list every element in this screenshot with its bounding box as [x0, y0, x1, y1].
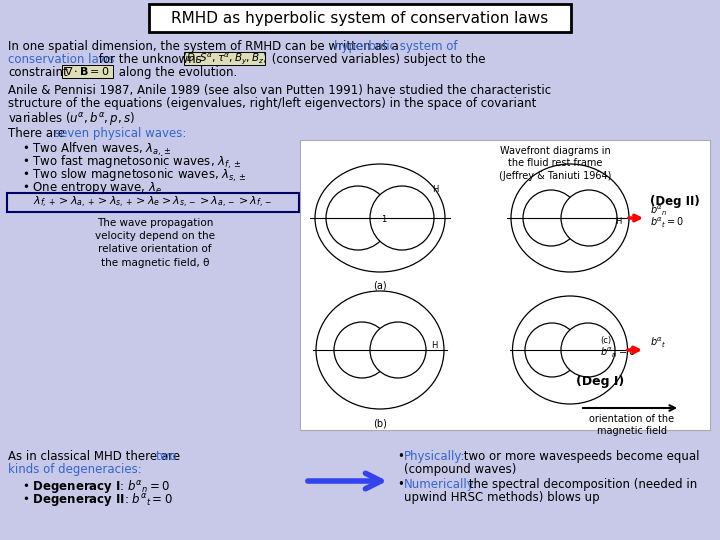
Text: • Two slow magnetosonic waves, $\lambda_{s,\pm}$: • Two slow magnetosonic waves, $\lambda_… [22, 167, 247, 184]
Text: • Two fast magnetosonic waves, $\lambda_{f,\pm}$: • Two fast magnetosonic waves, $\lambda_… [22, 154, 241, 171]
Text: conservation laws: conservation laws [8, 53, 114, 66]
Text: • Two Alfven waves, $\lambda_{a,\pm}$: • Two Alfven waves, $\lambda_{a,\pm}$ [22, 141, 171, 158]
Text: constraint: constraint [8, 66, 68, 79]
Text: two: two [156, 450, 177, 463]
Text: RMHD as hyperbolic system of conservation laws: RMHD as hyperbolic system of conservatio… [171, 10, 549, 25]
Circle shape [525, 323, 579, 377]
Text: kinds of degeneracies:: kinds of degeneracies: [8, 463, 142, 476]
Text: As in classical MHD there are: As in classical MHD there are [8, 450, 184, 463]
Text: seven physical waves:: seven physical waves: [54, 127, 186, 140]
FancyBboxPatch shape [61, 64, 112, 78]
Text: There are: There are [8, 127, 68, 140]
Text: $b^\alpha{}_n$: $b^\alpha{}_n$ [650, 204, 667, 218]
Text: H: H [432, 186, 438, 194]
FancyBboxPatch shape [184, 51, 265, 64]
Ellipse shape [511, 164, 629, 272]
Text: structure of the equations (eigenvalues, right/left eigenvectors) in the space o: structure of the equations (eigenvalues,… [8, 97, 536, 110]
Text: •: • [398, 450, 409, 463]
Text: $b^\alpha{}_n = 0$: $b^\alpha{}_n = 0$ [600, 346, 636, 360]
Text: the spectral decomposition (needed in: the spectral decomposition (needed in [465, 478, 698, 491]
Text: orientation of the
magnetic field: orientation of the magnetic field [590, 414, 675, 436]
Text: Wavefront diagrams in
the fluid rest frame
(Jeffrey & Taniuti 1964): Wavefront diagrams in the fluid rest fra… [499, 146, 611, 181]
Ellipse shape [316, 291, 444, 409]
Text: $\lambda_{f,+} > \lambda_{a,+} > \lambda_{s,+} > \lambda_e > \lambda_{s,-} > \la: $\lambda_{f,+} > \lambda_{a,+} > \lambda… [33, 195, 273, 210]
Text: In one spatial dimension, the system of RMHD can be written as a: In one spatial dimension, the system of … [8, 40, 402, 53]
Circle shape [334, 322, 390, 378]
Text: $(D, S^\alpha, \tau^\alpha, B_y, B_z)$: $(D, S^\alpha, \tau^\alpha, B_y, B_z)$ [181, 51, 267, 66]
Circle shape [523, 190, 579, 246]
Text: • $\mathbf{Degeneracy\ I}$: $b^\alpha{}_n = 0$: • $\mathbf{Degeneracy\ I}$: $b^\alpha{}_… [22, 478, 171, 495]
Text: $b^\alpha{}_t$: $b^\alpha{}_t$ [650, 336, 667, 350]
Text: hyperbolic system of: hyperbolic system of [334, 40, 458, 53]
Text: $\nabla \cdot \mathbf{B} = 0$: $\nabla \cdot \mathbf{B} = 0$ [64, 65, 110, 77]
Text: $b^\alpha{}_t = 0$: $b^\alpha{}_t = 0$ [650, 216, 684, 230]
Text: Physically:: Physically: [404, 450, 466, 463]
Text: • $\mathbf{Degeneracy\ II}$: $b^\alpha{}_t = 0$: • $\mathbf{Degeneracy\ II}$: $b^\alpha{}… [22, 491, 173, 508]
Text: two or more wavespeeds become equal: two or more wavespeeds become equal [460, 450, 700, 463]
Text: H: H [431, 341, 437, 349]
Bar [300, 140, 710, 430]
Text: •: • [398, 478, 409, 491]
FancyBboxPatch shape [7, 193, 299, 212]
Text: (Deg I): (Deg I) [576, 375, 624, 388]
Circle shape [370, 186, 434, 250]
Ellipse shape [315, 164, 445, 272]
Circle shape [326, 186, 390, 250]
FancyArrowPatch shape [307, 473, 381, 489]
Circle shape [561, 323, 615, 377]
Text: 1: 1 [382, 215, 387, 225]
Text: (conserved variables) subject to the: (conserved variables) subject to the [269, 53, 486, 66]
Text: H: H [615, 217, 621, 226]
Text: (Deg II): (Deg II) [650, 194, 700, 207]
Text: (compound waves): (compound waves) [404, 463, 516, 476]
Text: upwind HRSC methods) blows up: upwind HRSC methods) blows up [404, 491, 600, 504]
Text: along the evolution.: along the evolution. [115, 66, 238, 79]
FancyBboxPatch shape [149, 4, 571, 32]
Circle shape [370, 322, 426, 378]
Ellipse shape [513, 296, 628, 404]
Text: • One entropy wave, $\lambda_e$: • One entropy wave, $\lambda_e$ [22, 180, 162, 196]
Text: (c): (c) [600, 335, 611, 345]
Text: Numerically:: Numerically: [404, 478, 478, 491]
Text: The wave propagation
velocity depend on the
relative orientation of
the magnetic: The wave propagation velocity depend on … [95, 218, 215, 268]
Text: variables $(u^\alpha, b^\alpha, p, s)$: variables $(u^\alpha, b^\alpha, p, s)$ [8, 110, 135, 127]
Circle shape [561, 190, 617, 246]
Text: Anile & Pennisi 1987, Anile 1989 (see also van Putten 1991) have studied the cha: Anile & Pennisi 1987, Anile 1989 (see al… [8, 84, 551, 97]
Text: (b): (b) [373, 418, 387, 428]
Text: (a): (a) [373, 281, 387, 291]
Text: for the unknowns: for the unknowns [95, 53, 205, 66]
